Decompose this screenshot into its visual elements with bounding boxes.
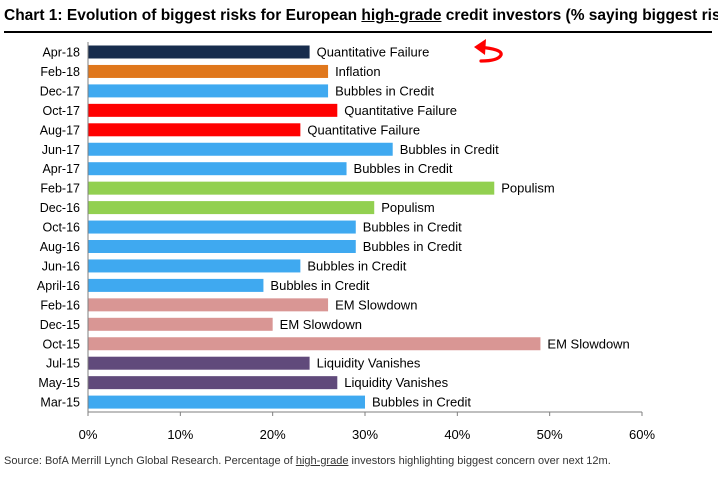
category-label: Dec-16: [40, 201, 80, 215]
bar: [88, 317, 273, 331]
x-tick-label: 20%: [260, 427, 286, 442]
bar-label: Bubbles in Credit: [372, 395, 471, 410]
category-label: May-15: [38, 376, 80, 390]
bar-label: Bubbles in Credit: [400, 142, 499, 157]
bar: [88, 201, 375, 215]
category-label: Apr-17: [42, 162, 80, 176]
category-label: Jun-16: [42, 259, 80, 273]
category-label: Oct-17: [42, 104, 80, 118]
bar: [88, 123, 301, 137]
bar-label: Populism: [381, 200, 434, 215]
x-tick-label: 40%: [444, 427, 470, 442]
bar-label: Bubbles in Credit: [363, 239, 462, 254]
bar: [88, 103, 338, 117]
chart-title: Chart 1: Evolution of biggest risks for …: [4, 7, 718, 24]
bar: [88, 84, 329, 98]
bar: [88, 220, 356, 234]
bar-label: EM Slowdown: [335, 297, 417, 312]
bar-label: Populism: [501, 181, 554, 196]
x-tick-label: 30%: [352, 427, 378, 442]
bar-label: Bubbles in Credit: [335, 83, 434, 98]
bar-label: Bubbles in Credit: [307, 258, 406, 273]
bar: [88, 376, 338, 390]
bar-label: Bubbles in Credit: [270, 278, 369, 293]
x-tick-label: 0%: [79, 427, 98, 442]
bar: [88, 142, 393, 156]
bar-label: Bubbles in Credit: [363, 220, 462, 235]
bar-label: EM Slowdown: [280, 317, 362, 332]
source-note: Source: BofA Merrill Lynch Global Resear…: [4, 455, 611, 467]
category-label: Feb-16: [40, 298, 80, 312]
curved-arrow-icon: [476, 45, 503, 63]
category-label: Apr-18: [42, 46, 80, 60]
category-label: Feb-18: [40, 65, 80, 79]
title-rule: [4, 31, 712, 33]
x-tick-label: 60%: [629, 427, 655, 442]
category-label: Aug-17: [40, 123, 80, 137]
category-label: Aug-16: [40, 240, 80, 254]
bar-label: Inflation: [335, 64, 381, 79]
category-label: Feb-17: [40, 182, 80, 196]
bar-label: Liquidity Vanishes: [317, 356, 421, 371]
arrow-head-icon: [474, 39, 486, 55]
bar-label: EM Slowdown: [547, 336, 629, 351]
category-label: Dec-17: [40, 84, 80, 98]
axes-group: 0% 10% 20% 30% 40% 50% 60%: [79, 42, 655, 442]
category-label: Oct-15: [42, 337, 80, 351]
bar: [88, 298, 329, 312]
bar: [88, 259, 301, 273]
category-label: Jun-17: [42, 143, 80, 157]
x-tick-label: 10%: [167, 427, 193, 442]
bar-label: Quantitative Failure: [307, 122, 420, 137]
bar: [88, 337, 541, 351]
bar: [88, 395, 365, 409]
category-label: April-16: [37, 279, 80, 293]
category-label: Oct-16: [42, 221, 80, 235]
bar: [88, 162, 347, 176]
bar: [88, 45, 310, 59]
category-label: Dec-15: [40, 318, 80, 332]
bar-label: Quantitative Failure: [317, 45, 430, 60]
bar-label: Bubbles in Credit: [354, 161, 453, 176]
bar-label: Liquidity Vanishes: [344, 375, 448, 390]
category-label: Jul-15: [46, 357, 80, 371]
bar-chart: Apr-18 Quantitative Failure Feb-18 Inflatio…: [37, 39, 655, 442]
category-label: Mar-15: [40, 396, 80, 410]
bar-label: Quantitative Failure: [344, 103, 457, 118]
bar: [88, 64, 329, 78]
bar: [88, 181, 495, 195]
bar: [88, 356, 310, 370]
bar: [88, 240, 356, 253]
bar: [88, 278, 264, 292]
bars-group: Apr-18 Quantitative Failure Feb-18 Inflatio…: [37, 45, 630, 410]
x-tick-label: 50%: [537, 427, 563, 442]
